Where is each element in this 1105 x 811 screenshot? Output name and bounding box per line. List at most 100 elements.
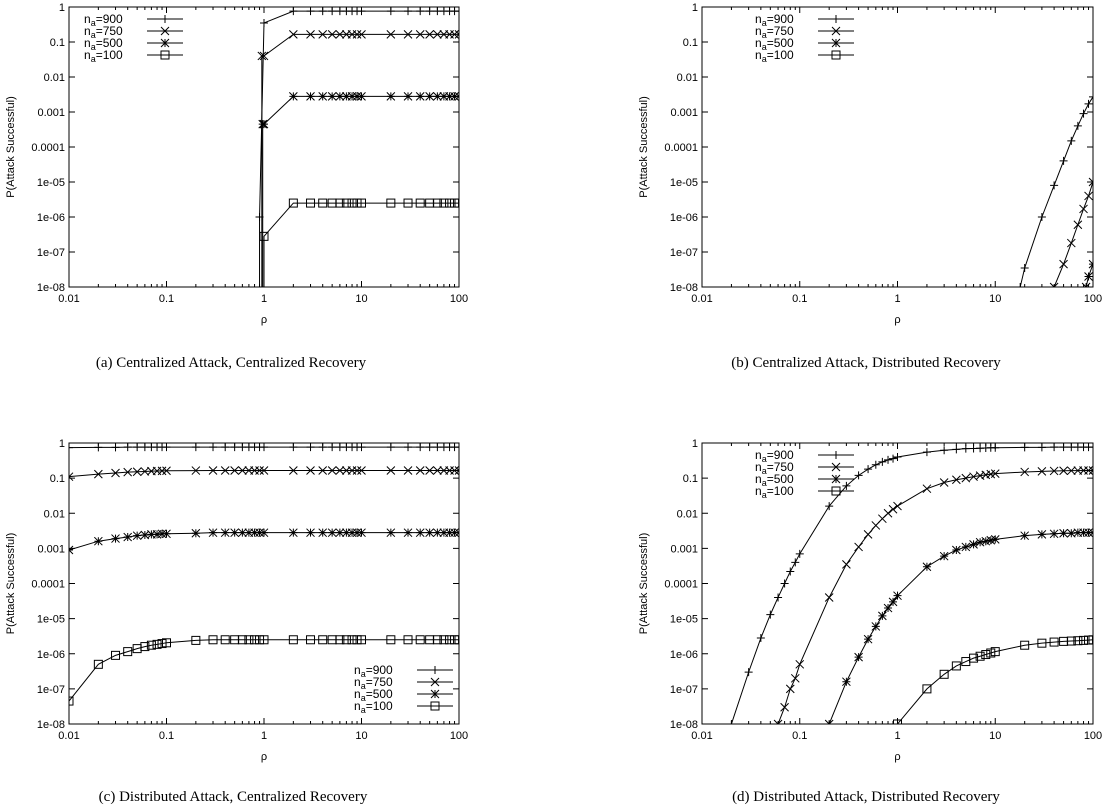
- data-point-square: [1073, 636, 1083, 646]
- data-point-star: [352, 91, 362, 101]
- series-line-plus: [259, 10, 459, 287]
- x-axis-label: ρ: [894, 751, 900, 763]
- data-point-cross: [403, 30, 413, 39]
- x-tick-label: 0.1: [159, 730, 174, 742]
- data-point-square: [415, 635, 425, 645]
- legend-label: na=900: [755, 448, 794, 464]
- y-axis-label: P(Attack Successful): [638, 533, 650, 634]
- x-axis-label: ρ: [261, 314, 267, 326]
- data-point-star: [259, 528, 269, 538]
- data-point-cross: [450, 466, 459, 475]
- legend-label: na=100: [84, 48, 123, 64]
- y-tick-label: 1e-06: [37, 212, 65, 224]
- data-point-star: [342, 528, 351, 538]
- series-line-cross: [261, 33, 459, 287]
- data-point-square: [445, 635, 455, 645]
- data-point-plus: [795, 549, 804, 558]
- data-point-square: [146, 640, 156, 650]
- data-point-star: [238, 528, 247, 538]
- legend-label: na=750: [354, 675, 393, 691]
- y-tick-label: 0.001: [37, 543, 65, 555]
- data-point-star: [1066, 528, 1076, 538]
- data-point-plus: [727, 720, 736, 724]
- data-point-cross: [1059, 259, 1068, 269]
- data-point-square: [981, 650, 991, 660]
- y-tick-label: 0.1: [50, 473, 65, 485]
- data-point-star: [327, 528, 337, 538]
- y-tick-label: 1e-06: [670, 212, 698, 224]
- data-point-star: [208, 528, 218, 538]
- data-point-plus: [1079, 109, 1088, 118]
- data-point-square: [432, 635, 442, 645]
- data-point-square: [357, 198, 366, 208]
- data-point-square: [152, 639, 162, 649]
- data-point-plus: [69, 443, 73, 452]
- data-point-cross: [888, 504, 898, 514]
- data-point-cross: [93, 469, 103, 479]
- data-point-plus: [425, 443, 434, 452]
- data-point-star: [220, 528, 230, 538]
- y-tick-label: 0.01: [677, 508, 698, 520]
- data-point-cross: [1066, 466, 1076, 476]
- legend-marker-plus: [832, 15, 840, 23]
- data-point-cross: [790, 673, 800, 683]
- y-axis-label: P(Attack Successful): [5, 533, 17, 634]
- data-point-star: [1084, 272, 1093, 281]
- data-point-plus: [1037, 213, 1046, 221]
- data-point-star: [403, 91, 413, 101]
- data-point-cross: [259, 51, 269, 61]
- data-point-plus: [842, 481, 851, 490]
- legend-marker-square: [430, 701, 440, 711]
- y-tick-label: 1e-07: [670, 684, 698, 696]
- series-area: [1016, 92, 1093, 287]
- data-point-square: [244, 635, 254, 645]
- data-point-star: [425, 91, 435, 101]
- data-point-cross: [352, 30, 362, 39]
- data-point-square: [439, 198, 449, 208]
- data-point-square: [347, 635, 357, 645]
- data-point-plus: [786, 567, 795, 576]
- data-point-plus: [744, 668, 753, 677]
- y-tick-label: 0.0001: [31, 579, 65, 591]
- data-point-plus: [756, 634, 765, 643]
- y-tick-label: 1e-05: [37, 177, 65, 189]
- data-point-square: [975, 651, 985, 661]
- data-point-plus: [864, 465, 873, 474]
- data-point-star: [230, 528, 240, 538]
- data-point-plus: [878, 457, 887, 466]
- data-point-square: [347, 198, 357, 208]
- data-point-square: [318, 198, 328, 208]
- data-point-square: [69, 696, 74, 706]
- legend-label: na=500: [755, 472, 794, 488]
- legend-marker-cross: [831, 26, 841, 36]
- y-tick-label: 0.01: [44, 72, 65, 84]
- y-tick-label: 1e-08: [37, 282, 65, 294]
- data-point-plus: [940, 446, 949, 455]
- legend-label: na=750: [84, 24, 123, 40]
- data-point-plus: [133, 443, 142, 452]
- data-point-star: [352, 528, 362, 538]
- legend-marker-star: [831, 38, 841, 48]
- x-tick-label: 100: [450, 293, 468, 305]
- data-point-square: [1066, 636, 1076, 646]
- data-point-star: [288, 91, 298, 101]
- data-point-cross: [863, 530, 873, 539]
- data-point-plus: [289, 7, 298, 16]
- data-point-cross: [854, 542, 863, 552]
- data-point-plus: [209, 443, 218, 452]
- data-point-square: [357, 635, 366, 645]
- data-point-square: [306, 198, 316, 208]
- data-point-square: [445, 198, 455, 208]
- data-point-cross: [795, 659, 805, 669]
- legend-label: na=750: [755, 460, 794, 476]
- data-point-plus: [774, 593, 783, 602]
- y-axis-label: P(Attack Successful): [638, 96, 650, 197]
- series-line-cross: [69, 469, 459, 724]
- data-point-plus: [1020, 263, 1029, 272]
- data-point-cross: [132, 467, 142, 477]
- y-tick-label: 1: [59, 438, 65, 450]
- legend-marker-cross: [831, 462, 841, 472]
- data-point-star: [1073, 528, 1083, 538]
- data-point-star: [883, 603, 893, 613]
